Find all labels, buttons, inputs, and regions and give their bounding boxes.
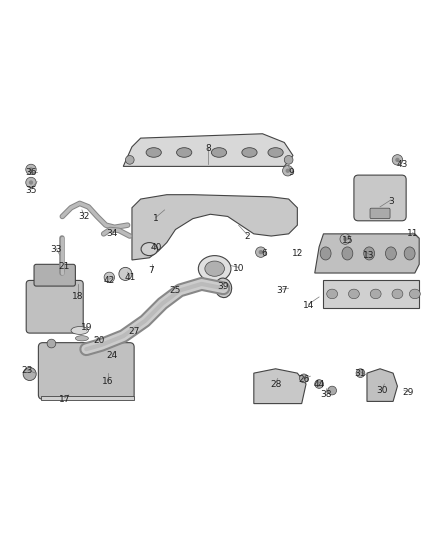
- Text: 8: 8: [205, 144, 211, 154]
- Circle shape: [29, 180, 33, 184]
- Text: 33: 33: [50, 245, 62, 254]
- Text: 21: 21: [59, 262, 70, 271]
- Text: 41: 41: [124, 273, 135, 282]
- Text: 2: 2: [244, 231, 250, 240]
- Text: 26: 26: [298, 375, 310, 384]
- Text: 30: 30: [376, 386, 388, 395]
- Ellipse shape: [392, 289, 403, 298]
- Text: 38: 38: [320, 390, 332, 399]
- Polygon shape: [132, 195, 297, 260]
- Ellipse shape: [146, 148, 161, 157]
- Circle shape: [119, 268, 132, 280]
- Polygon shape: [315, 234, 419, 273]
- Ellipse shape: [410, 289, 420, 298]
- Polygon shape: [254, 369, 306, 403]
- FancyBboxPatch shape: [26, 280, 83, 333]
- Polygon shape: [123, 134, 293, 166]
- Circle shape: [328, 386, 336, 395]
- Text: 24: 24: [107, 351, 118, 360]
- Circle shape: [23, 367, 36, 381]
- Circle shape: [283, 166, 293, 176]
- Circle shape: [26, 177, 36, 188]
- Circle shape: [255, 247, 266, 257]
- Text: 18: 18: [72, 293, 83, 302]
- Circle shape: [258, 250, 263, 254]
- Ellipse shape: [242, 148, 257, 157]
- Circle shape: [47, 339, 56, 348]
- Text: 32: 32: [78, 212, 90, 221]
- Ellipse shape: [364, 247, 374, 260]
- Ellipse shape: [370, 289, 381, 298]
- Ellipse shape: [212, 148, 226, 157]
- FancyBboxPatch shape: [354, 175, 406, 221]
- Text: 19: 19: [81, 323, 92, 332]
- Text: 28: 28: [270, 379, 281, 389]
- Text: 12: 12: [292, 249, 303, 258]
- Text: 31: 31: [355, 369, 366, 377]
- Circle shape: [343, 237, 347, 241]
- Text: 44: 44: [314, 379, 325, 389]
- Polygon shape: [41, 396, 134, 400]
- Ellipse shape: [349, 289, 359, 298]
- FancyBboxPatch shape: [370, 208, 390, 219]
- Text: 39: 39: [218, 281, 229, 290]
- Text: 17: 17: [59, 395, 70, 403]
- Text: 42: 42: [104, 276, 115, 285]
- Text: 37: 37: [276, 286, 288, 295]
- Circle shape: [353, 243, 364, 253]
- Ellipse shape: [215, 278, 232, 297]
- Text: 36: 36: [25, 168, 37, 177]
- Text: 7: 7: [148, 266, 155, 276]
- Ellipse shape: [342, 247, 353, 260]
- Ellipse shape: [404, 247, 415, 260]
- Text: 14: 14: [303, 301, 314, 310]
- FancyBboxPatch shape: [39, 343, 134, 399]
- Circle shape: [286, 168, 290, 173]
- Text: 43: 43: [396, 160, 407, 169]
- Text: 11: 11: [407, 229, 418, 238]
- Circle shape: [315, 379, 323, 389]
- Ellipse shape: [268, 148, 283, 157]
- Ellipse shape: [205, 261, 224, 276]
- Circle shape: [125, 156, 134, 164]
- Ellipse shape: [320, 247, 331, 260]
- Ellipse shape: [327, 289, 338, 298]
- Circle shape: [104, 272, 115, 282]
- Text: 1: 1: [153, 214, 159, 223]
- Text: 23: 23: [21, 367, 32, 375]
- Circle shape: [300, 374, 308, 383]
- Text: 35: 35: [25, 186, 37, 195]
- Circle shape: [284, 156, 293, 164]
- Ellipse shape: [141, 243, 158, 256]
- FancyBboxPatch shape: [34, 264, 75, 286]
- Text: 34: 34: [107, 229, 118, 238]
- Text: 25: 25: [170, 286, 181, 295]
- Text: 10: 10: [233, 264, 244, 273]
- Polygon shape: [323, 279, 419, 308]
- Circle shape: [392, 155, 403, 165]
- Text: 3: 3: [388, 197, 394, 206]
- Polygon shape: [367, 369, 397, 401]
- Text: 27: 27: [128, 327, 140, 336]
- Ellipse shape: [177, 148, 192, 157]
- Circle shape: [340, 234, 350, 244]
- Text: 6: 6: [262, 249, 268, 258]
- Circle shape: [395, 158, 399, 162]
- Ellipse shape: [198, 256, 231, 282]
- Text: 20: 20: [94, 336, 105, 345]
- Text: 29: 29: [403, 388, 414, 397]
- Text: 16: 16: [102, 377, 114, 386]
- Ellipse shape: [75, 336, 88, 341]
- Circle shape: [26, 164, 36, 175]
- Circle shape: [356, 369, 365, 377]
- Ellipse shape: [71, 327, 88, 334]
- Text: 9: 9: [288, 168, 294, 177]
- Ellipse shape: [385, 247, 396, 260]
- Text: 13: 13: [364, 251, 375, 260]
- Text: 15: 15: [342, 236, 353, 245]
- Circle shape: [29, 167, 33, 172]
- Text: 40: 40: [150, 243, 162, 252]
